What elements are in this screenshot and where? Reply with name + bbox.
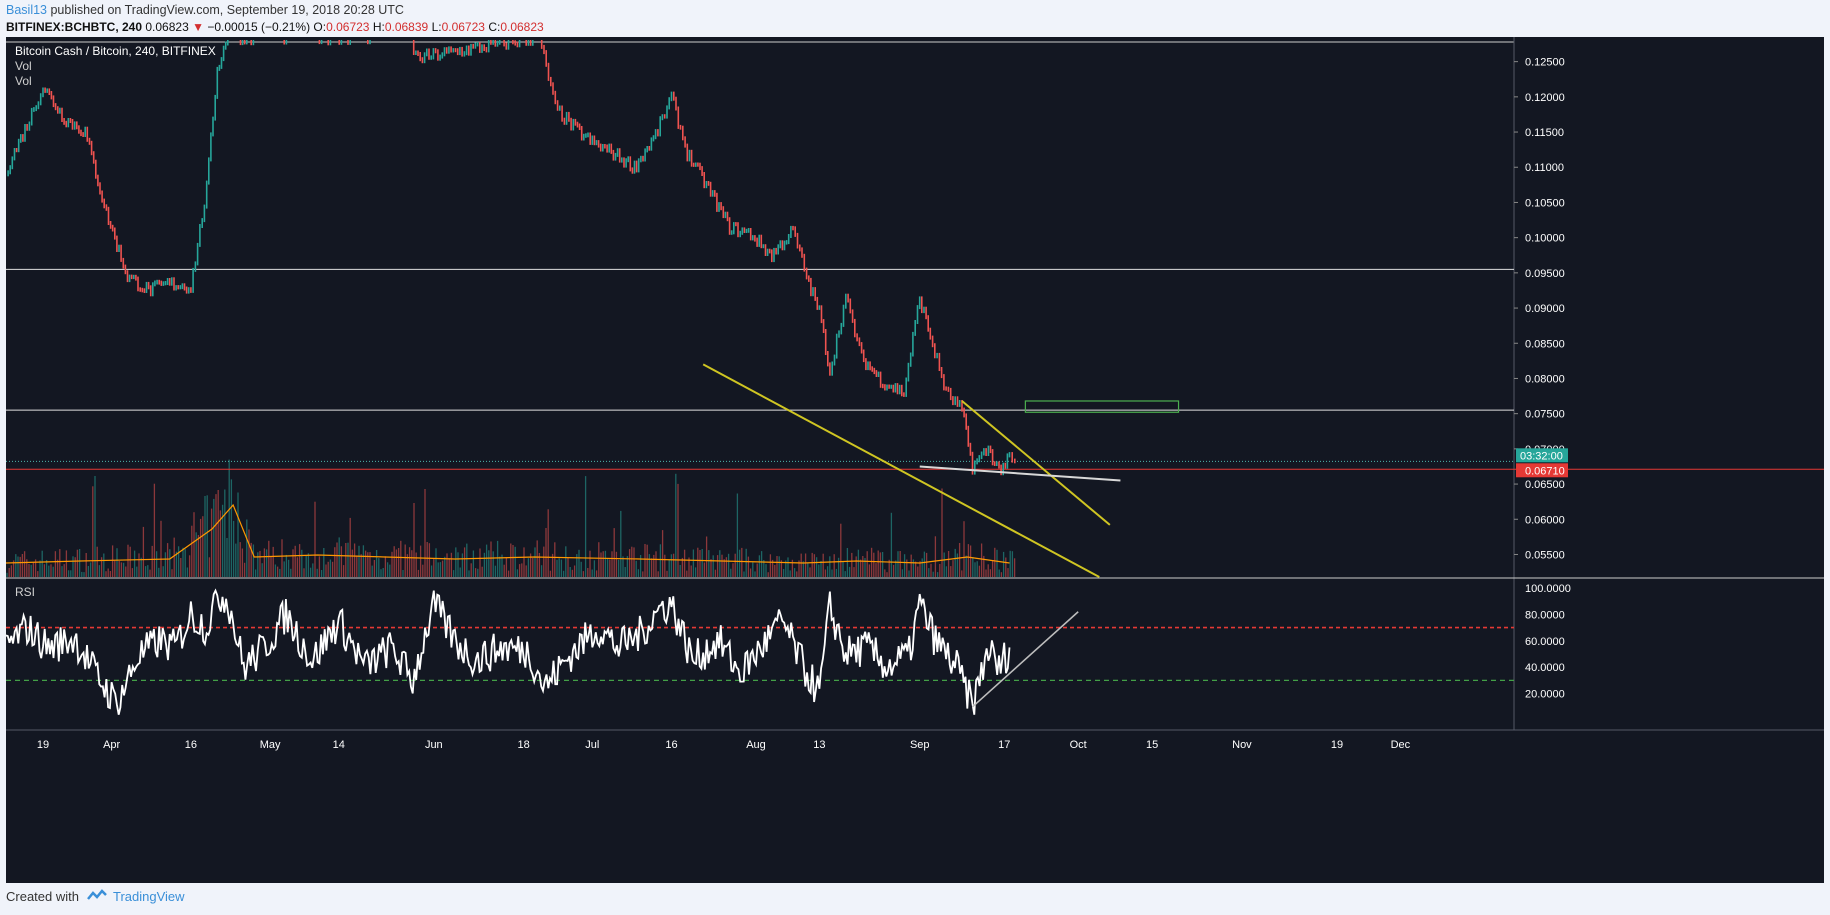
open-value: 0.06723: [326, 20, 370, 34]
rsi-tick-label: 20.0000: [1525, 689, 1565, 701]
time-tick-label: 13: [813, 739, 825, 751]
price-tick-label: 0.10500: [1525, 197, 1565, 209]
close-value: 0.06823: [500, 20, 544, 34]
low-label: L:: [431, 20, 442, 34]
rsi-trendline: [972, 611, 1079, 708]
time-tick-label: 16: [665, 739, 677, 751]
last-price-badge: [1516, 463, 1568, 478]
rsi-layer: [5, 588, 1514, 715]
price-tick-label: 0.06500: [1525, 479, 1565, 491]
countdown-badge: [1516, 448, 1568, 463]
axes-layer: 0.12500 0.12000 0.11500 0.11000 0.10500 0.100…: [37, 57, 1571, 751]
price-tick-label: 0.06000: [1525, 514, 1565, 526]
price-tick-label: 0.12000: [1525, 92, 1565, 104]
created-with-text: Created with: [6, 889, 79, 904]
high-value: 0.06839: [384, 20, 429, 34]
down-arrow-icon: ▼: [192, 20, 204, 34]
chart-area[interactable]: 0.12500 0.12000 0.11500 0.11000 0.10500 0.100…: [5, 37, 1824, 888]
author-link[interactable]: Basil13: [6, 3, 47, 17]
time-tick-label: Dec: [1391, 739, 1411, 751]
target-box: [1024, 400, 1180, 413]
time-tick-label: 19: [37, 739, 49, 751]
price-tick-label: 0.08500: [1525, 338, 1565, 350]
price-tick-label: 0.09500: [1525, 268, 1565, 280]
time-tick-label: 17: [998, 739, 1010, 751]
price-tick-label: 0.07500: [1525, 409, 1565, 421]
time-tick-label: Sep: [910, 739, 930, 751]
lower-trendline: [702, 363, 1100, 578]
rsi-line: [5, 588, 1011, 715]
open-label: O:: [313, 20, 327, 34]
time-tick-label: Nov: [1232, 739, 1252, 751]
volume-layer: [5, 459, 1016, 577]
price-tick-label: 0.12500: [1525, 57, 1565, 69]
legend-vol-1: Vol: [15, 59, 32, 73]
legend-vol-2: Vol: [15, 74, 32, 88]
time-tick-label: May: [260, 739, 281, 751]
time-tick-label: 16: [185, 739, 197, 751]
publish-info: Basil13 published on TradingView.com, Se…: [6, 3, 404, 17]
time-tick-label: Jul: [585, 739, 599, 751]
rsi-tick-label: 60.0000: [1525, 636, 1565, 648]
grid-layer: [6, 37, 1824, 731]
price-tick-label: 0.09000: [1525, 303, 1565, 315]
low-value: 0.06723: [441, 20, 485, 34]
price-tick-label: 0.11000: [1525, 162, 1564, 174]
support-trendline: [919, 465, 1121, 482]
tradingview-logo-icon: [87, 889, 107, 904]
time-tick-label: 19: [1331, 739, 1343, 751]
legend-title: Bitcoin Cash / Bitcoin, 240, BITFINEX: [15, 44, 216, 58]
price-tick-label: 0.08000: [1525, 373, 1565, 385]
time-tick-label: 18: [517, 739, 529, 751]
time-tick-label: 15: [1146, 739, 1158, 751]
price-tick-label: 0.11500: [1525, 127, 1564, 139]
last-price-text: 0.06710: [1525, 465, 1565, 477]
symbol-label: BITFINEX:BCHBTC, 240: [6, 20, 143, 34]
price-tick-label: 0.10000: [1525, 233, 1565, 245]
rsi-tick-label: 80.0000: [1525, 609, 1565, 621]
rsi-tick-label: 100.0000: [1525, 583, 1571, 595]
time-tick-label: Aug: [746, 739, 766, 751]
ohlc-bar: BITFINEX:BCHBTC, 240 0.06823 ▼ −0.00015 …: [6, 20, 544, 34]
countdown-text: 03:32:00: [1520, 450, 1563, 462]
time-tick-label: Jun: [425, 739, 443, 751]
footer: Created with TradingView: [6, 889, 185, 904]
rsi-tick-label: 40.0000: [1525, 662, 1565, 674]
change-value: −0.00015 (−0.21%): [207, 20, 311, 34]
time-tick-label: Oct: [1070, 739, 1087, 751]
price-layer: [7, 40, 1016, 476]
time-tick-label: Apr: [103, 739, 120, 751]
legend-rsi: RSI: [15, 585, 35, 599]
upper-trendline: [961, 400, 1111, 526]
last-price: 0.06823: [145, 20, 189, 34]
tradingview-link[interactable]: TradingView: [112, 889, 185, 904]
drawings-layer: [702, 363, 1180, 578]
time-tick-label: 14: [333, 739, 345, 751]
price-chart-svg[interactable]: 0.12500 0.12000 0.11500 0.11000 0.10500 0.100…: [5, 37, 1824, 883]
volume-ma-line: [5, 503, 1010, 564]
high-label: H:: [372, 20, 385, 34]
close-label: C:: [488, 20, 501, 34]
price-tick-label: 0.05500: [1525, 549, 1565, 561]
publish-text: published on TradingView.com, September …: [50, 3, 404, 17]
